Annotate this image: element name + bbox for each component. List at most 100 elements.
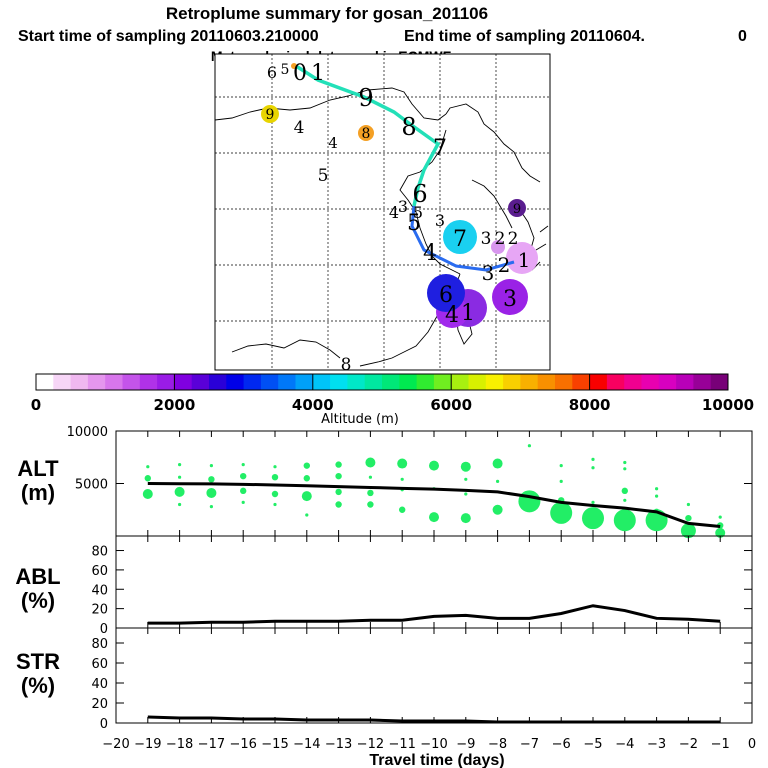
plume-yellow — [261, 105, 279, 123]
map-label-4: 4 — [423, 241, 437, 266]
colorbar-tick-label: 0 — [31, 396, 41, 414]
colorbar-cell — [589, 374, 608, 390]
map-label-8: 8 — [401, 113, 416, 141]
colorbar-tick-label: 2000 — [154, 396, 196, 414]
colorbar-tick-label: 6000 — [430, 396, 472, 414]
altitude-dot — [591, 466, 595, 470]
map-scatter-3b: 3 — [435, 211, 445, 230]
x-tick-label: −8 — [488, 737, 507, 752]
alt-unit: (m) — [21, 480, 55, 505]
retroplume-map: 1 0 9 8 7 6 5 4 3 2 1 7 6 4 3 1 9 8 9 6 … — [214, 53, 551, 371]
altitude-dot — [301, 491, 312, 502]
altitude-dot — [623, 467, 627, 471]
altitude-dot — [527, 444, 532, 448]
x-tick-label: −4 — [615, 737, 634, 752]
map-scatter-2b: 2 — [508, 229, 519, 249]
altitude-dot — [550, 501, 573, 524]
altitude-dot — [621, 487, 628, 495]
altitude-dot — [273, 502, 277, 507]
colorbar-cell — [451, 374, 469, 390]
altitude-dot — [685, 514, 692, 522]
colorbar-cell — [295, 374, 314, 390]
x-tick-label: −19 — [134, 737, 161, 752]
colorbar-cell — [243, 374, 262, 390]
plume-label-yellow: 9 — [266, 107, 275, 123]
str-series-line — [147, 715, 721, 724]
altitude-dot — [655, 494, 659, 498]
x-axis-label: Travel time (days) — [369, 752, 504, 768]
plume-label-4: 4 — [445, 303, 459, 328]
altitude-dot — [464, 492, 468, 496]
track-blue — [410, 205, 515, 272]
altitude-dot — [623, 498, 627, 502]
altitude-dot — [146, 465, 150, 469]
y-tick-label: 20 — [91, 603, 108, 618]
str-unit: (%) — [21, 673, 55, 698]
colorbar-cell — [468, 374, 487, 390]
altitude-dot — [613, 509, 636, 532]
altitude-dot — [591, 500, 595, 504]
altitude-dot — [492, 458, 503, 469]
colorbar-cell — [658, 374, 677, 390]
plume-cyan — [443, 220, 477, 254]
colorbar-cell — [433, 374, 452, 390]
altitude-dot — [241, 500, 245, 504]
colorbar-tick-label: 4000 — [292, 396, 334, 414]
altitude-dot — [559, 464, 563, 468]
altitude-dot — [400, 477, 404, 481]
alt-panel: 5000 10000 — [67, 425, 753, 539]
map-label-7: 7 — [433, 136, 447, 161]
y-tick-label: 20 — [91, 697, 108, 712]
abl-panel: 0 20 40 60 80 — [91, 535, 753, 637]
x-tick-label: −14 — [293, 737, 320, 752]
x-axis-ticks: −20 −19 −18 −17 −16 −15 −14 −13 −12 −11 −10 −9 −8 −7−… — [102, 737, 756, 752]
colorbar-cell — [503, 374, 521, 390]
altitude-dot — [518, 490, 541, 513]
colorbar-cell — [347, 374, 366, 390]
colorbar-cell — [105, 374, 123, 390]
colorbar-cell — [382, 374, 400, 390]
colorbar-cell — [226, 374, 245, 390]
colorbar-cell — [87, 374, 106, 390]
altitude-dot — [367, 489, 374, 497]
map-scatter-2a: 2 — [495, 229, 506, 249]
altitude-dot — [335, 501, 342, 508]
y-tick-label: 80 — [91, 637, 108, 652]
plume-pink-small — [491, 240, 505, 254]
x-tick-label: 0 — [748, 737, 756, 752]
x-tick-label: −16 — [229, 737, 256, 752]
x-tick-label: −17 — [198, 737, 225, 752]
altitude-dot — [303, 475, 310, 482]
y-tick-label: 40 — [91, 583, 108, 598]
altitude-dot — [460, 461, 471, 472]
altitude-dot — [178, 463, 182, 467]
map-scatter-4a: 4 — [294, 118, 305, 138]
colorbar-cell — [485, 374, 504, 390]
colorbar-tick-label: 10000 — [702, 396, 754, 414]
panel-frame — [115, 627, 753, 724]
altitude-dot — [429, 512, 439, 523]
colorbar-cell — [555, 374, 573, 390]
colorbar-cells — [36, 374, 729, 390]
altitude-dot — [582, 507, 604, 530]
colorbar-title: Altitude (m) — [321, 412, 399, 427]
altitude-dot — [174, 486, 185, 497]
map-scatter-5b: 5 — [318, 166, 329, 186]
map-frame — [214, 53, 551, 371]
colorbar-cell — [312, 374, 331, 390]
track-cyan — [295, 64, 441, 207]
altitude-dot — [142, 489, 153, 499]
altitude-dot — [271, 474, 279, 481]
plume-pink — [506, 242, 538, 274]
colorbar-cell — [330, 374, 348, 390]
colorbar-cell — [122, 374, 141, 390]
altitude-dot — [144, 475, 151, 482]
map-label-1: 1 — [461, 301, 475, 326]
altitude-dot — [240, 487, 247, 495]
map-scatter-6: 6 — [267, 63, 277, 82]
abl-series-line — [147, 604, 721, 625]
colorbar-cell — [191, 374, 210, 390]
plume-label-3: 3 — [503, 287, 517, 312]
colorbar-cell — [641, 374, 660, 390]
